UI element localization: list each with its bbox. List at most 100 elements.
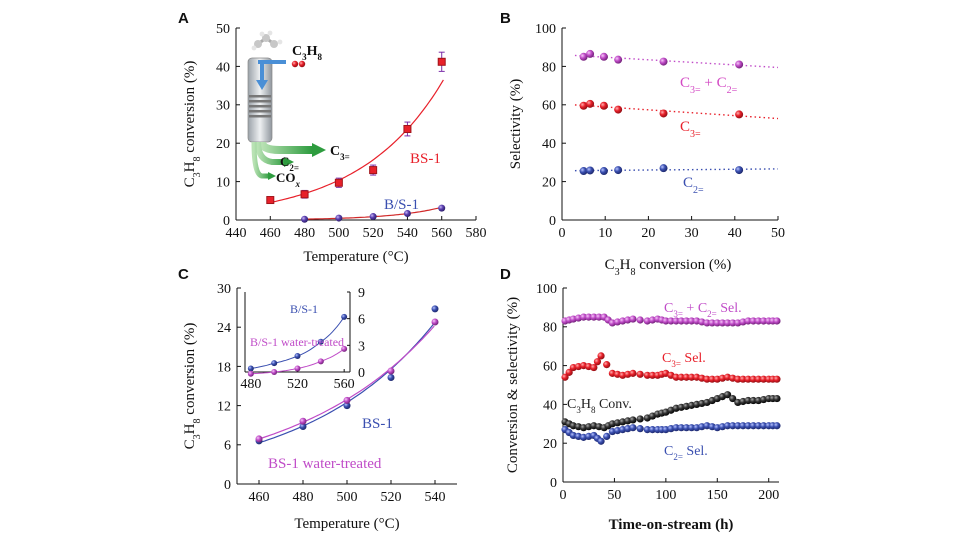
inset-c3-label: C3= (330, 144, 350, 162)
d-c3-sel-point (636, 370, 644, 378)
x-tick-label: 520 (381, 490, 402, 505)
inset-bs1-water-label: B/S-1 water-treated (250, 335, 344, 349)
d-c2-sel-point (629, 424, 637, 432)
feed-marker-red-2 (298, 60, 306, 68)
bs1-b-point (403, 209, 411, 217)
d-c3-sel-point (561, 373, 569, 381)
d-c3c2-sel-point (672, 317, 680, 325)
product-arrow-c3-head (312, 143, 326, 157)
x-tick-label: 100 (655, 488, 676, 503)
y-tick-label: 60 (542, 99, 556, 114)
x-tick-label: 480 (293, 490, 314, 505)
x-tick-label: 460 (249, 490, 270, 505)
d-c3-sel-point (603, 361, 611, 369)
b-c2-point (735, 166, 744, 175)
y-tick-label: 12 (217, 400, 231, 415)
product-arrow-c3 (258, 141, 312, 154)
y-tick-label: 80 (542, 60, 556, 75)
d-c3c2-sel-point (754, 317, 763, 325)
inset-x-tick-label: 520 (287, 377, 308, 392)
b-c2-point (579, 167, 588, 176)
bs1-point (403, 124, 412, 133)
d-c3-sel-point (648, 371, 657, 379)
b-c3c2-point (614, 55, 623, 64)
inset-bs1-water-point (317, 358, 324, 365)
d-c3-sel-label: C3= Sel. (662, 351, 706, 369)
b-c3-point (735, 110, 744, 119)
d-c2-sel-point (734, 422, 742, 430)
panel-b-ylabel: Selectivity (%) (508, 79, 524, 169)
c-bs1-water-point (387, 367, 395, 375)
x-tick-label: 50 (771, 226, 785, 241)
d-conv-point (773, 394, 781, 403)
b-c2-point (614, 166, 623, 175)
c-bs1-label: BS-1 (362, 416, 393, 432)
d-c3c2-sel-label: C3= + C2= Sel. (664, 301, 742, 319)
d-c2-sel-point (636, 425, 644, 433)
d-c2-sel-point (773, 422, 781, 430)
d-c3c2-sel-point (636, 316, 644, 324)
propane-molecule-icon (251, 30, 283, 51)
d-c3c2-sel-point (773, 317, 781, 325)
b-c3c2-point (579, 52, 588, 61)
x-tick-label: 540 (425, 490, 446, 505)
d-c3c2-sel-point (579, 313, 588, 321)
x-tick-label: 200 (758, 488, 779, 503)
x-tick-label: 10 (598, 226, 612, 241)
d-c3-sel-point (739, 375, 747, 383)
bs1-b-point (335, 214, 343, 222)
inset-y-tick-label: 6 (358, 313, 365, 328)
d-c3c2-sel-point (595, 313, 603, 321)
bs1-b-point (301, 215, 309, 223)
d-c3-sel-point (593, 358, 602, 366)
d-c2-sel-point (744, 422, 752, 430)
x-tick-label: 520 (363, 226, 384, 241)
d-c3c2-sel-point (713, 319, 721, 327)
b-c3-point (579, 101, 588, 110)
d-c3-sel-point (734, 375, 742, 383)
d-c3c2-sel-point (759, 317, 768, 325)
d-conv-point (629, 416, 637, 424)
bs1-b-point (438, 204, 446, 212)
inset-bs1-point (294, 353, 301, 359)
bs1-point (369, 166, 378, 175)
b-c3-point (586, 99, 595, 108)
b-series-c3c2-label: C3= + C2= (680, 75, 738, 96)
d-c2-sel-point (687, 424, 696, 432)
reactor-illustration: C3H8 C3= C2= COx (247, 30, 350, 189)
d-c3-sel-point (643, 371, 651, 379)
d-conv-label: C3H8 Conv. (567, 397, 632, 415)
feed-arrow-head (256, 80, 268, 90)
d-c3-sel-point (677, 373, 685, 381)
y-tick-label: 20 (216, 137, 230, 152)
reactor-layers (249, 95, 271, 118)
x-tick-label: 580 (466, 226, 487, 241)
d-c3-sel-point (590, 363, 598, 372)
x-tick-label: 30 (685, 226, 699, 241)
b-c3c2-point (586, 49, 595, 58)
b-c3c2-point (735, 60, 744, 69)
bs1-point (334, 178, 343, 187)
y-tick-label: 10 (216, 176, 230, 191)
panel-c-xlabel: Temperature (°C) (294, 516, 399, 532)
panel-b-label: B (500, 10, 511, 27)
d-c2-sel-point (597, 437, 605, 445)
y-tick-label: 100 (536, 282, 557, 297)
d-c3-sel-point (749, 375, 757, 383)
y-tick-label: 40 (543, 398, 557, 413)
y-tick-label: 24 (217, 321, 231, 336)
d-c3c2-sel-point (677, 317, 685, 325)
d-c3-sel-point (565, 368, 573, 376)
bs1-b-point (369, 213, 377, 221)
d-c2-sel-point (759, 422, 768, 430)
c-bs1-water-point (431, 318, 439, 326)
inset-cox-label: COx (276, 170, 301, 189)
c-bs1-water-point (299, 417, 307, 425)
d-c3c2-sel-point (708, 319, 716, 327)
d-c3c2-sel-point (682, 317, 691, 325)
x-tick-label: 0 (559, 226, 566, 241)
product-arrow-c2 (255, 141, 286, 165)
x-tick-label: 500 (337, 490, 358, 505)
